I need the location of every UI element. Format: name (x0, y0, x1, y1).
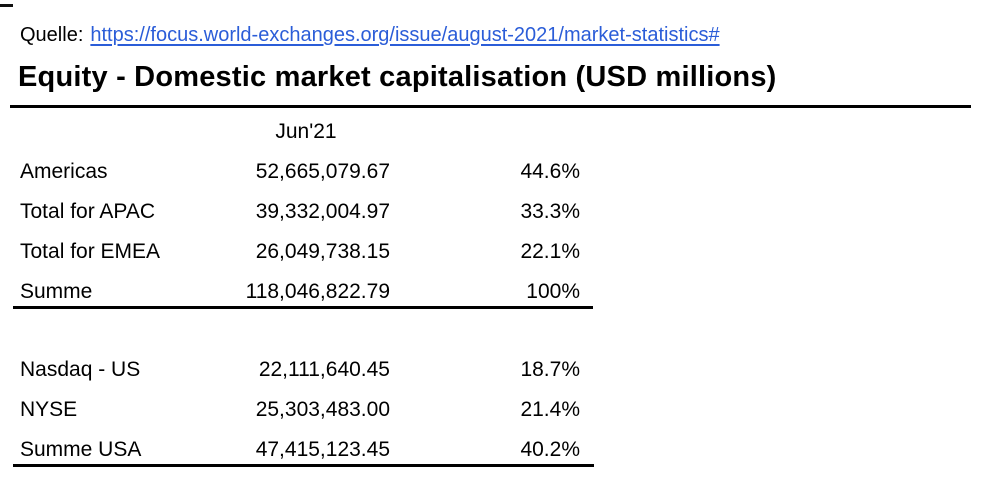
row-label: Total for APAC (20, 200, 156, 223)
market-cap-table: Jun'21 Americas 52,665,079.67 44.6% Tota… (20, 112, 580, 470)
page-edge-mark (0, 4, 13, 7)
row-label: NYSE (20, 398, 78, 421)
table-row-total: Summe 118,046,822.79 100% (20, 272, 580, 312)
row-percent: 44.6% (520, 160, 580, 183)
table-row-apac: Total for APAC 39,332,004.97 33.3% (20, 192, 580, 232)
row-value: 25,303,483.00 (255, 398, 390, 421)
source-label: Quelle: (20, 24, 84, 46)
table-row-usa-total: Summe USA 47,415,123.45 40.2% (20, 430, 580, 470)
row-value: 52,665,079.67 (255, 160, 390, 183)
row-value: 26,049,738.15 (255, 240, 390, 263)
row-label: Summe USA (20, 438, 142, 461)
row-value: 47,415,123.45 (255, 438, 390, 461)
table-row-nasdaq: Nasdaq - US 22,111,640.45 18.7% (20, 350, 580, 390)
row-value: 39,332,004.97 (255, 200, 390, 223)
section-spacer (20, 312, 580, 350)
row-percent: 18.7% (520, 358, 580, 381)
page-title: Equity - Domestic market capitalisation … (18, 61, 777, 93)
source-line: Quelle: https://focus.world-exchanges.org… (20, 22, 720, 48)
table-row-nyse: NYSE 25,303,483.00 21.4% (20, 390, 580, 430)
row-label: Summe (20, 280, 93, 303)
table-row-emea: Total for EMEA 26,049,738.15 22.1% (20, 232, 580, 272)
title-underline-rule (10, 105, 971, 108)
row-percent: 33.3% (520, 200, 580, 223)
row-label: Total for EMEA (20, 240, 161, 263)
table-row-americas: Americas 52,665,079.67 44.6% (20, 152, 580, 192)
period-header: Jun'21 (275, 120, 337, 143)
usa-total-rule (13, 464, 594, 467)
row-label: Americas (20, 160, 108, 183)
source-link[interactable]: https://focus.world-exchanges.org/issue/… (90, 24, 720, 46)
row-percent: 21.4% (520, 398, 580, 421)
row-percent: 100% (526, 280, 580, 303)
row-label: Nasdaq - US (20, 358, 141, 381)
row-value: 118,046,822.79 (245, 280, 390, 303)
row-value: 22,111,640.45 (258, 358, 390, 381)
row-percent: 22.1% (520, 240, 580, 263)
regions-total-rule (13, 306, 593, 309)
row-percent: 40.2% (520, 438, 580, 461)
table-header-row: Jun'21 (20, 112, 580, 152)
